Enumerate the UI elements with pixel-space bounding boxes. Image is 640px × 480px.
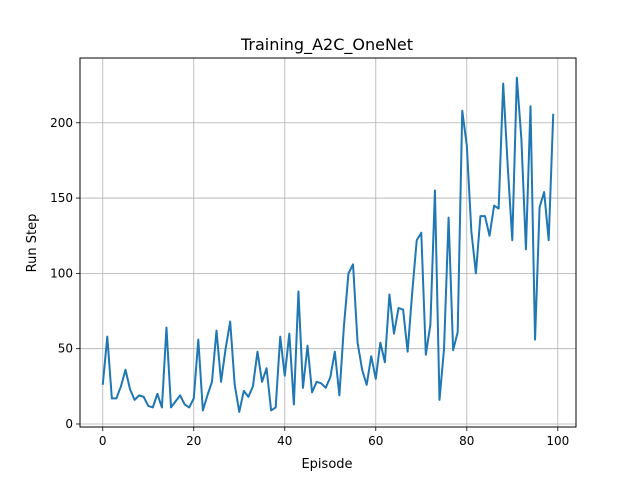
y-tick-label: 200	[50, 116, 73, 130]
x-tick-label: 60	[368, 434, 383, 448]
x-tick-label: 100	[546, 434, 569, 448]
y-tick-label: 100	[50, 266, 73, 280]
x-tick-label: 20	[186, 434, 201, 448]
plot-frame	[79, 57, 577, 428]
y-axis-ticks: 0 50 100 150 200	[50, 116, 80, 431]
chart-title: Training_A2C_OneNet	[240, 35, 413, 55]
series-layer	[101, 76, 555, 413]
series-line	[101, 76, 555, 413]
x-tick-label: 0	[99, 434, 107, 448]
y-axis-label: Run Step	[25, 214, 40, 273]
x-tick-label: 40	[277, 434, 292, 448]
y-tick-label: 0	[65, 417, 73, 431]
x-axis-label: Episode	[301, 457, 352, 472]
grid-lines	[80, 58, 576, 427]
x-axis-ticks: 0 20 40 60 80 100	[99, 427, 569, 448]
x-tick-label: 80	[459, 434, 474, 448]
y-tick-label: 150	[50, 191, 73, 205]
y-tick-label: 50	[58, 342, 73, 356]
